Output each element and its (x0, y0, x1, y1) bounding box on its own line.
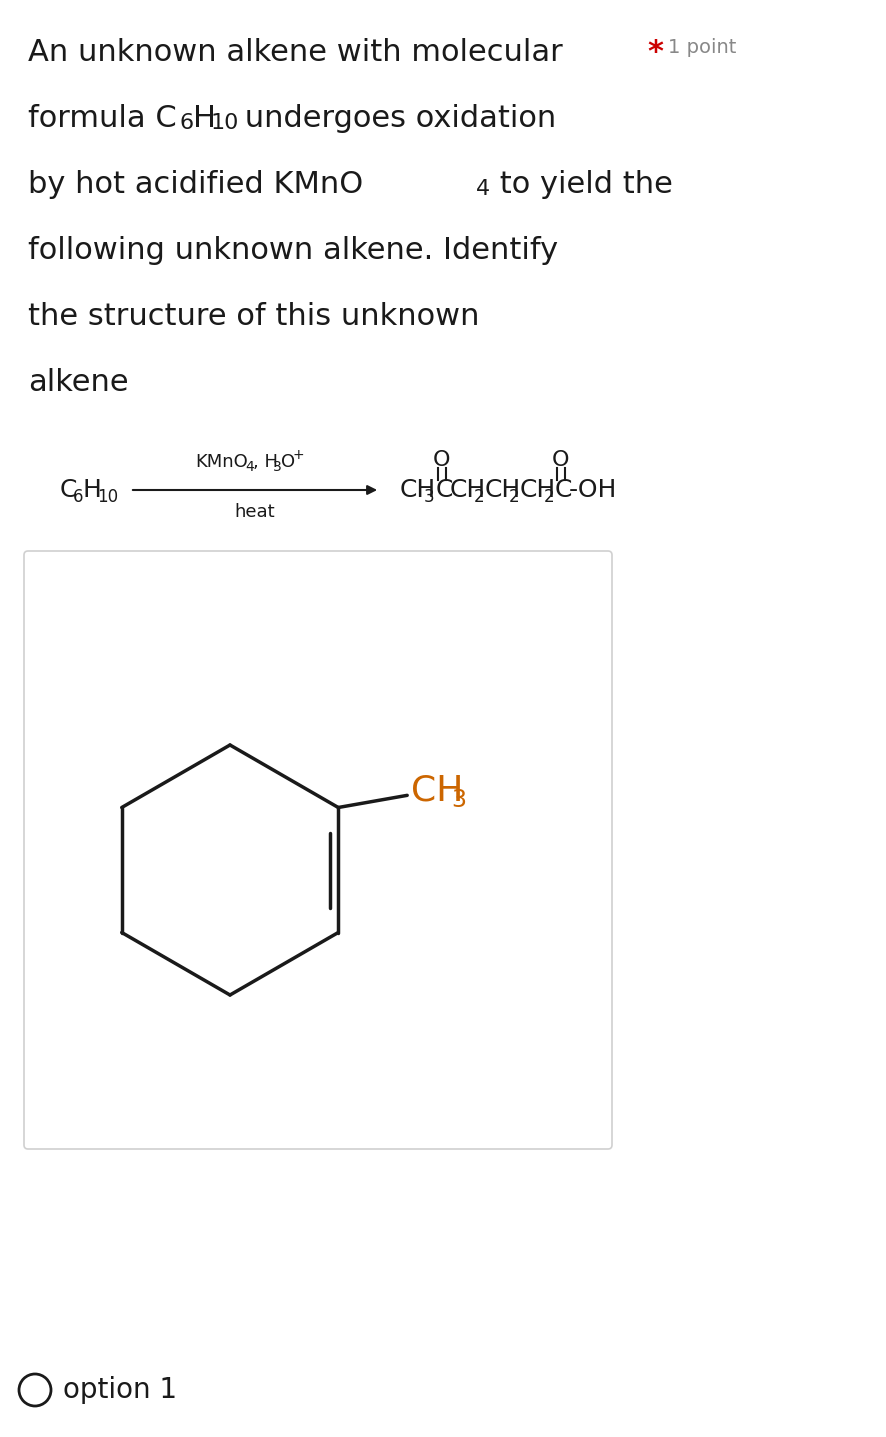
Text: 3: 3 (273, 460, 282, 474)
Text: 10: 10 (211, 114, 239, 134)
Text: , H: , H (253, 453, 278, 471)
Text: 3: 3 (424, 489, 435, 506)
Text: +: + (293, 448, 305, 463)
Text: An unknown alkene with molecular: An unknown alkene with molecular (28, 37, 563, 68)
Text: 4: 4 (245, 460, 253, 474)
Text: C: C (436, 479, 454, 502)
Text: O: O (281, 453, 295, 471)
Text: 1 point: 1 point (668, 37, 736, 57)
Text: formula C: formula C (28, 103, 176, 134)
Text: 6: 6 (73, 489, 83, 506)
Text: O: O (433, 450, 451, 470)
Text: CH: CH (411, 773, 463, 808)
Text: 6: 6 (180, 114, 194, 134)
Text: option 1: option 1 (63, 1377, 177, 1404)
Text: the structure of this unknown: the structure of this unknown (28, 302, 479, 331)
Text: 2: 2 (474, 489, 485, 506)
Text: CH: CH (520, 479, 556, 502)
Text: H: H (193, 103, 216, 134)
Text: to yield the: to yield the (490, 170, 672, 198)
Text: -OH: -OH (569, 479, 618, 502)
Text: CH: CH (450, 479, 486, 502)
Text: heat: heat (235, 503, 276, 522)
Text: H: H (83, 479, 102, 502)
Text: undergoes oxidation: undergoes oxidation (235, 103, 556, 134)
Text: alkene: alkene (28, 368, 128, 397)
Text: *: * (648, 37, 674, 68)
Text: 4: 4 (476, 180, 490, 198)
Text: 2: 2 (544, 489, 555, 506)
Text: C: C (555, 479, 572, 502)
Text: O: O (552, 450, 570, 470)
Text: CH: CH (400, 479, 436, 502)
Text: KMnO: KMnO (195, 453, 248, 471)
Text: 10: 10 (97, 489, 118, 506)
Text: following unknown alkene. Identify: following unknown alkene. Identify (28, 236, 558, 264)
Text: 2: 2 (509, 489, 519, 506)
Text: C: C (60, 479, 77, 502)
FancyBboxPatch shape (24, 550, 612, 1150)
Text: by hot acidified KMnO: by hot acidified KMnO (28, 170, 363, 198)
Text: 3: 3 (451, 789, 466, 812)
Text: CH: CH (485, 479, 521, 502)
Circle shape (19, 1374, 51, 1405)
